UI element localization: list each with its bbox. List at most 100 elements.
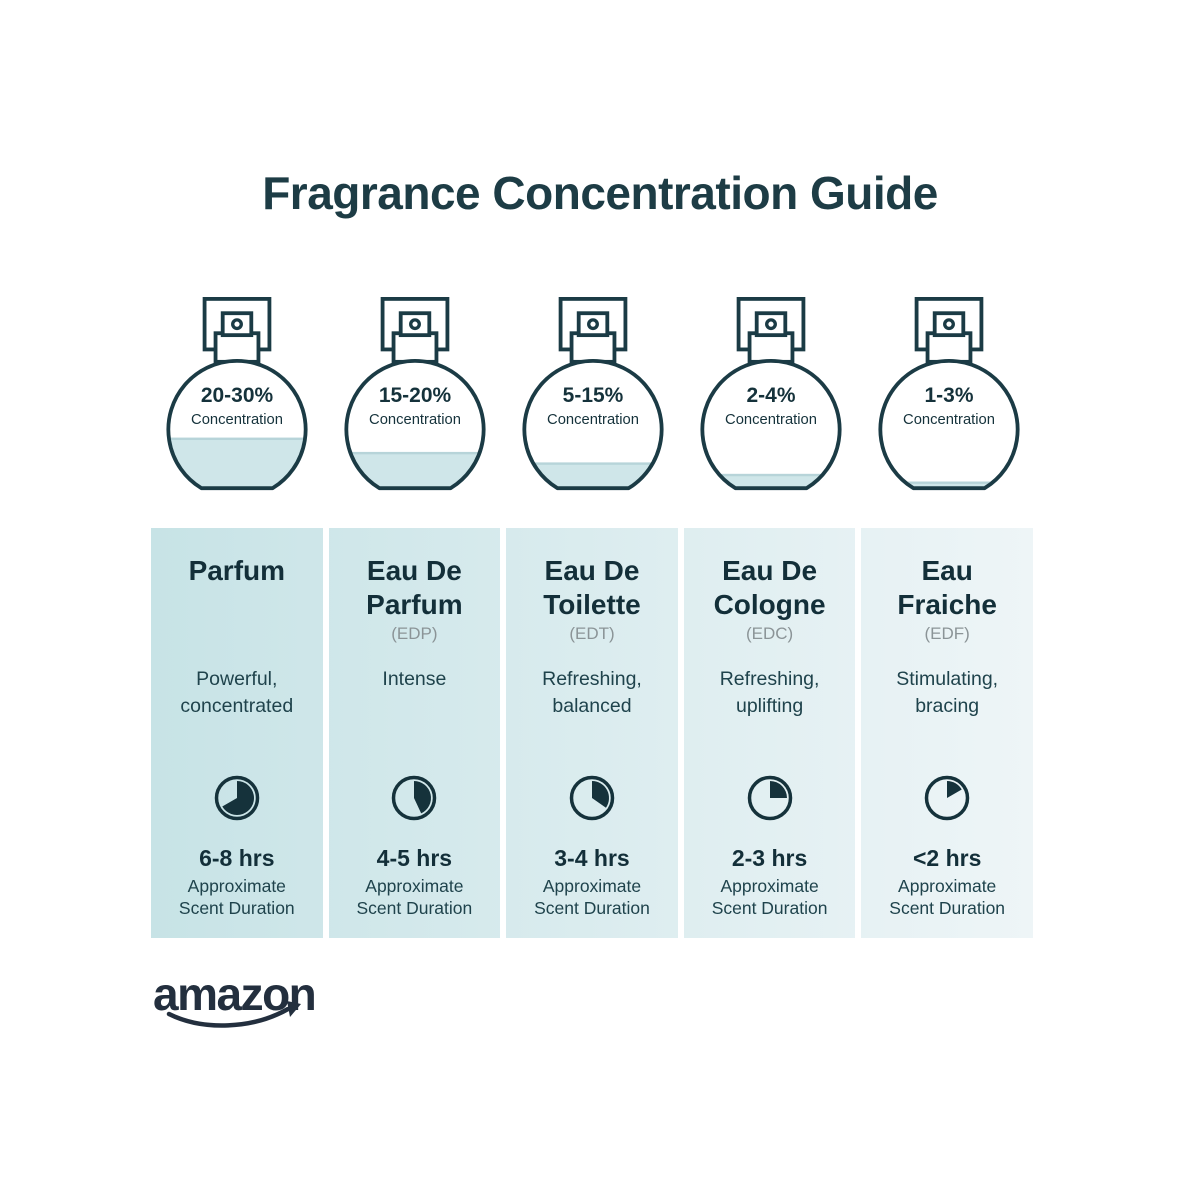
perfume-bottle: 2-4% Concentration: [685, 297, 857, 502]
perfume-bottle: 5-15% Concentration: [507, 297, 679, 502]
fragrance-card: Eau De Toilette (EDT) Refreshing, balanc…: [500, 528, 678, 938]
fragrance-card: Eau Fraiche (EDF) Stimulating, bracing <…: [855, 528, 1033, 938]
spray-bottle-icon: 5-15% Concentration: [522, 297, 664, 491]
fragrance-description: Refreshing, uplifting: [719, 668, 820, 717]
clock-face: [924, 775, 970, 821]
concentration-label: Concentration: [191, 412, 283, 428]
fragrance-card: Parfum Powerful, concentrated 6-8 hrs Ap…: [151, 528, 323, 938]
perfume-bottle: 20-30% Concentration: [151, 297, 323, 502]
liquid-surface-line: [702, 473, 840, 477]
fragrance-name: Eau De Parfum: [366, 555, 463, 620]
fragrance-abbreviation: [151, 624, 323, 650]
concentration-label: Concentration: [547, 412, 639, 428]
concentration-label: Concentration: [369, 412, 461, 428]
bottle-body-fill: [702, 360, 840, 489]
scent-duration-label: Approximate Scent Duration: [889, 876, 1006, 918]
fragrance-description: Stimulating, bracing: [896, 668, 999, 717]
fragrance-abbreviation: (EDF): [924, 624, 970, 643]
sprayer-nozzle-icon: [765, 318, 777, 331]
bottle-body-fill: [880, 360, 1018, 489]
fragrance-name: Eau Fraiche: [897, 555, 997, 620]
bottle-neck: [391, 331, 439, 364]
clock-face: [747, 775, 792, 821]
liquid-fill: [524, 462, 662, 489]
concentration-percent: 2-4%: [747, 384, 796, 407]
fragrance-card: Eau De Parfum (EDP) Intense 4-5 hrs Appr…: [322, 528, 501, 938]
clock-face: [392, 775, 437, 821]
fragrance-abbreviation: (EDT): [569, 624, 615, 643]
liquid-fill: [880, 481, 1018, 489]
liquid-surface-line: [524, 462, 662, 465]
sprayer-nozzle-icon: [409, 318, 421, 331]
fragrance-abbreviation: (EDP): [391, 624, 438, 643]
concentration-percent: 5-15%: [563, 384, 624, 407]
fragrance-description: Intense: [382, 668, 447, 690]
spray-bottle-icon: 2-4% Concentration: [700, 297, 842, 491]
clock-wedge: [222, 781, 254, 815]
spray-bottle-icon: 1-3% Concentration: [878, 297, 1020, 491]
clock-duration-icon: [924, 775, 970, 821]
concentration-percent: 15-20%: [379, 384, 452, 407]
perfume-bottle: 15-20% Concentration: [329, 297, 501, 502]
scent-duration-label: Approximate Scent Duration: [534, 876, 650, 918]
bottle-body-fill: [524, 360, 662, 489]
fragrance-name: Parfum: [188, 555, 286, 586]
scent-duration-hours: 2-3 hrs: [731, 845, 808, 871]
amazon-smile-arrowhead-icon: [287, 1001, 301, 1017]
bottle-body-outline: [878, 358, 1020, 491]
scent-duration-label: Approximate Scent Duration: [356, 876, 473, 918]
clock-wedge: [769, 781, 787, 798]
liquid-fill: [168, 437, 306, 489]
amazon-smile-icon: [166, 1006, 291, 1028]
scent-duration-hours: 6-8 hrs: [199, 845, 275, 871]
scent-duration-label: Approximate Scent Duration: [178, 876, 295, 918]
scent-duration-hours: <2 hrs: [912, 845, 982, 871]
clock-duration-icon: [214, 775, 260, 821]
clock-duration-icon: [747, 775, 792, 821]
bottle-neck: [747, 331, 795, 364]
clock-face: [569, 775, 615, 821]
fragrance-card: Eau De Cologne (EDC) Refreshing, uplifti…: [677, 528, 856, 938]
fragrance-cards-row: Parfum Powerful, concentrated 6-8 hrs Ap…: [151, 528, 1033, 938]
page-title: Fragrance Concentration Guide: [262, 167, 938, 219]
clock-duration-icon: [392, 775, 437, 821]
concentration-percent: 20-30%: [201, 384, 274, 407]
sprayer-nozzle-icon: [231, 318, 243, 331]
scent-duration-hours: 4-5 hrs: [376, 845, 453, 871]
clock-face: [214, 775, 260, 821]
bottle-body-outline: [522, 358, 664, 491]
concentration-label: Concentration: [903, 412, 995, 428]
bottle-body-outline: [700, 358, 842, 491]
clock-wedge: [414, 781, 432, 814]
amazon-logo-icon: amazon: [153, 968, 317, 1028]
bottle-neck: [569, 331, 617, 364]
bottle-neck: [925, 331, 973, 364]
bottle-neck: [213, 331, 261, 364]
content-area: 20-30% Concentration 15-20% Concentratio…: [151, 297, 1033, 938]
fragrance-name: Eau De Cologne: [713, 555, 826, 620]
fragrance-description: Refreshing, balanced: [542, 668, 642, 717]
spray-bottle-icon: 15-20% Concentration: [344, 297, 486, 491]
clock-wedge: [591, 781, 609, 808]
liquid-surface-line: [168, 437, 306, 441]
brand-logo: amazon: [151, 964, 1200, 1034]
liquid-surface-line: [346, 451, 484, 455]
perfume-bottle: 1-3% Concentration: [863, 297, 1035, 502]
fragrance-abbreviation: (EDC): [745, 624, 794, 643]
bottle-body-outline: [166, 358, 308, 491]
bottle-body-outline: [344, 358, 486, 491]
spray-bottle-icon: 20-30% Concentration: [166, 297, 308, 491]
scent-duration-label: Approximate Scent Duration: [711, 876, 828, 918]
liquid-surface-line: [880, 481, 1018, 484]
scent-duration-hours: 3-4 hrs: [554, 845, 630, 871]
fragrance-name: Eau De Toilette: [543, 555, 641, 620]
sprayer-nozzle-icon: [587, 318, 599, 331]
sprayer-nozzle-icon: [943, 318, 955, 331]
liquid-fill: [702, 473, 840, 489]
fragrance-description: Powerful, concentrated: [180, 668, 294, 717]
bottles-row: 20-30% Concentration 15-20% Concentratio…: [151, 297, 1033, 502]
concentration-percent: 1-3%: [925, 384, 974, 407]
concentration-label: Concentration: [725, 412, 817, 428]
clock-wedge: [947, 781, 962, 798]
